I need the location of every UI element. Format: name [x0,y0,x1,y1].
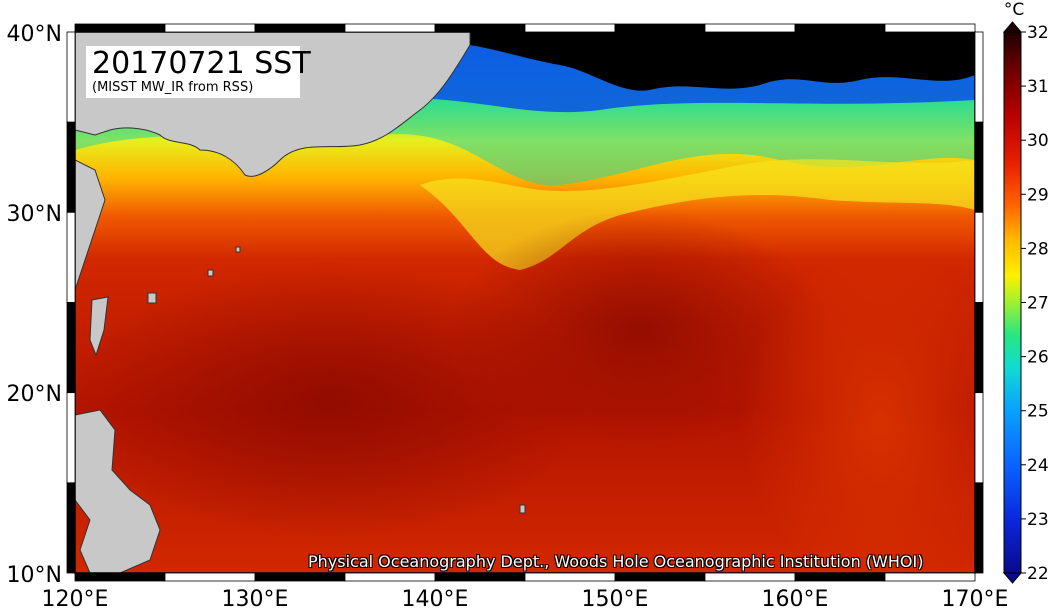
border-segment [254,23,346,33]
colorbar-tick-label: 27 [1027,294,1049,314]
border-segment [614,23,706,33]
border-segment [344,23,436,33]
lon-tick-label: 120°E [42,587,109,610]
border-segment [524,23,616,33]
border-segment [164,572,256,582]
colorbar-tick-label: 29 [1027,185,1049,205]
border-segment [794,572,886,582]
lat-tick-label: 30°N [7,202,62,227]
missing-data-region [470,32,975,91]
sst-field [75,32,975,573]
warm-pool-central [450,210,830,450]
lon-tick-label: 170°E [942,587,1009,610]
border-segment [66,121,76,213]
colorbar-scale [1003,31,1022,574]
lon-tick-label: 160°E [762,587,829,610]
border-segment [66,31,76,123]
border-segment [434,23,526,33]
border-segment [974,302,984,394]
colorbar-tick-label: 24 [1027,456,1049,476]
lat-tick-label: 10°N [7,563,62,588]
island-small [207,269,214,277]
border-segment [74,23,166,33]
border-segment [794,23,886,33]
map-border-scale [66,23,984,582]
philippines [75,409,161,573]
colorbar-max-arrow [1002,21,1023,33]
taiwan [89,296,109,357]
colorbar-tick-label: 25 [1027,402,1049,422]
map-title-box: 20170721 SST (MISST MW_IR from RSS) [86,46,311,98]
border-segment [614,572,706,582]
credit-text: Physical Oceanography Dept., Woods Hole … [308,552,924,571]
lat-tick-label: 40°N [7,22,62,47]
border-segment [974,482,984,574]
china-coast [75,159,106,291]
border-segment [974,392,984,484]
eastern-lighter-region [740,250,975,573]
colorbar-tick-label: 30 [1027,131,1049,151]
border-segment [254,572,346,582]
border-segment [974,121,984,213]
island-small [519,504,526,514]
border-segment [434,572,526,582]
lon-tick-label: 150°E [582,587,649,610]
border-segment [164,23,256,33]
border-segment [974,31,984,123]
border-segment [974,211,984,303]
island-small [235,246,241,253]
border-segment [884,23,976,33]
border-segment [66,302,76,394]
colorbar-tick-label: 32 [1027,23,1049,43]
lat-tick-labels: 40°N 30°N 20°N 10°N [7,22,62,588]
island-small [147,292,157,304]
border-segment [704,572,796,582]
map-subtitle: (MISST MW_IR from RSS) [92,80,254,95]
colorbar-tick-label: 31 [1027,77,1049,97]
lat-tick-label: 20°N [7,382,62,407]
border-segment [66,211,76,303]
border-segment [66,482,76,574]
lon-tick-labels: 120°E 130°E 140°E 150°E 160°E 170°E [42,587,1009,612]
colorbar-min-arrow [1002,572,1023,584]
colorbar: °C 32 31 30 29 28 27 26 25 24 23 22 [1002,0,1049,584]
colorbar-ticks: 32 31 30 29 28 27 26 25 24 23 22 [1021,23,1049,584]
colorbar-tick-label: 26 [1027,348,1049,368]
border-segment [704,23,796,33]
colorbar-tick-label: 28 [1027,239,1049,259]
border-segment [344,572,436,582]
colorbar-tick-label: 22 [1027,564,1049,584]
map-title: 20170721 SST [92,46,311,81]
border-segment [524,572,616,582]
border-segment [74,572,166,582]
border-segment [66,392,76,484]
lon-tick-label: 130°E [222,587,289,610]
border-segment [884,572,976,582]
colorbar-tick-label: 23 [1027,510,1049,530]
colorbar-unit: °C [1004,0,1024,20]
lon-tick-label: 140°E [402,587,469,610]
